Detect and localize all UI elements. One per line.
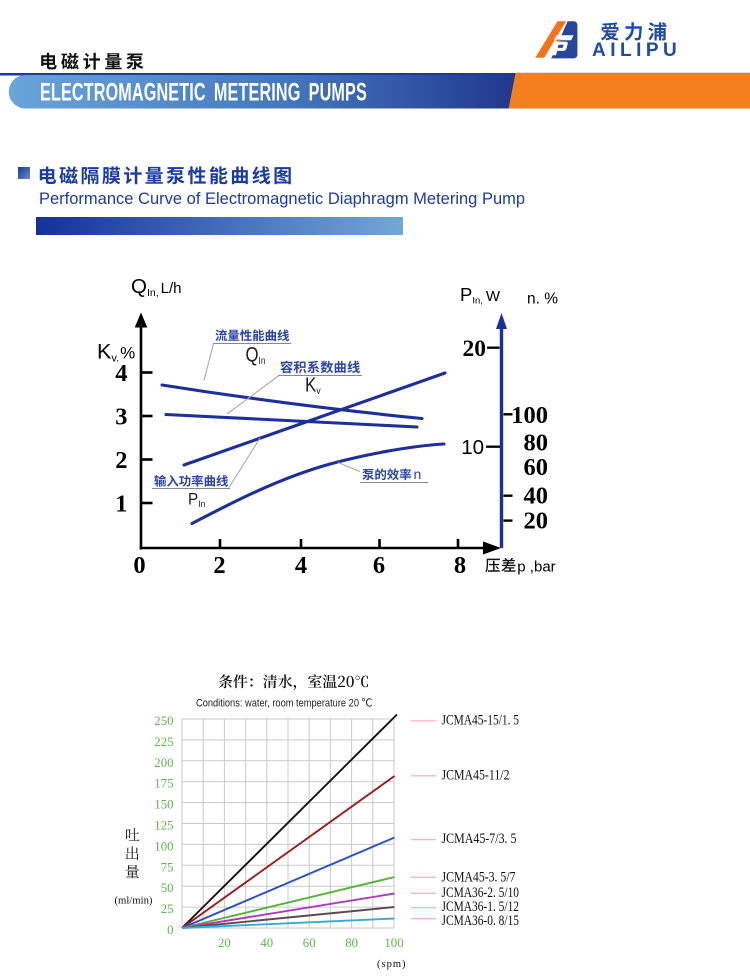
svg-text:(spm): (spm) xyxy=(377,959,407,970)
svg-text:0: 0 xyxy=(133,552,145,579)
svg-text:4: 4 xyxy=(295,552,307,579)
svg-text:Kv.%: Kv.% xyxy=(97,340,135,365)
svg-text:200: 200 xyxy=(154,756,173,770)
svg-text:PIn: PIn xyxy=(188,490,205,509)
svg-text:8: 8 xyxy=(454,552,466,579)
svg-text:2: 2 xyxy=(115,447,127,474)
svg-text:n: n xyxy=(414,466,422,482)
svg-text:10: 10 xyxy=(461,436,484,459)
svg-text:JCMA45-3. 5/7: JCMA45-3. 5/7 xyxy=(442,869,516,885)
svg-text:3: 3 xyxy=(115,404,127,431)
svg-text:25: 25 xyxy=(161,902,174,916)
svg-text:20: 20 xyxy=(524,508,549,535)
svg-text:4: 4 xyxy=(115,360,127,387)
svg-text:60: 60 xyxy=(303,936,316,950)
svg-text:JCMA45-11/2: JCMA45-11/2 xyxy=(442,768,510,784)
svg-text:1: 1 xyxy=(115,491,127,518)
svg-text:175: 175 xyxy=(154,777,173,791)
svg-text:JCMA36-0. 8/15: JCMA36-0. 8/15 xyxy=(442,913,520,929)
svg-text:p ,bar: p ,bar xyxy=(517,559,555,576)
svg-text:225: 225 xyxy=(154,735,173,749)
svg-text:QIn,L/h: QIn, L/h xyxy=(131,275,182,299)
svg-text:100: 100 xyxy=(384,936,403,950)
svg-text:6: 6 xyxy=(373,552,385,579)
svg-text:JCMA36-1. 5/12: JCMA36-1. 5/12 xyxy=(442,899,520,915)
svg-text:150: 150 xyxy=(154,798,173,812)
svg-text:(ml/min): (ml/min) xyxy=(115,896,153,907)
svg-text:100: 100 xyxy=(154,839,173,853)
svg-text:20: 20 xyxy=(218,936,231,950)
svg-text:80: 80 xyxy=(345,936,358,950)
svg-text:Kv: Kv xyxy=(305,373,321,396)
svg-text:2: 2 xyxy=(213,552,225,579)
svg-text:JCMA45-15/1. 5: JCMA45-15/1. 5 xyxy=(442,713,520,729)
svg-text:JCMA45-7/3. 5: JCMA45-7/3. 5 xyxy=(442,831,517,847)
svg-text:0: 0 xyxy=(167,923,173,937)
svg-text:Conditions: water, room temper: Conditions: water, room temperature 20 xyxy=(196,698,359,710)
svg-text:250: 250 xyxy=(154,714,173,728)
svg-text:QIn: QIn xyxy=(246,344,266,367)
svg-text:20: 20 xyxy=(463,336,487,362)
svg-text:50: 50 xyxy=(161,881,174,895)
svg-text:40: 40 xyxy=(524,483,549,510)
svg-text:75: 75 xyxy=(161,860,174,874)
svg-text:80: 80 xyxy=(524,429,549,456)
svg-text:125: 125 xyxy=(154,819,173,833)
svg-text:60: 60 xyxy=(524,454,549,481)
svg-text:PIn,W: PIn, W xyxy=(460,284,501,307)
svg-text:n. %: n. % xyxy=(527,291,558,308)
svg-text:JCMA36-2. 5/10: JCMA36-2. 5/10 xyxy=(442,885,520,901)
svg-text:100: 100 xyxy=(511,402,548,429)
svg-text:40: 40 xyxy=(260,936,273,950)
